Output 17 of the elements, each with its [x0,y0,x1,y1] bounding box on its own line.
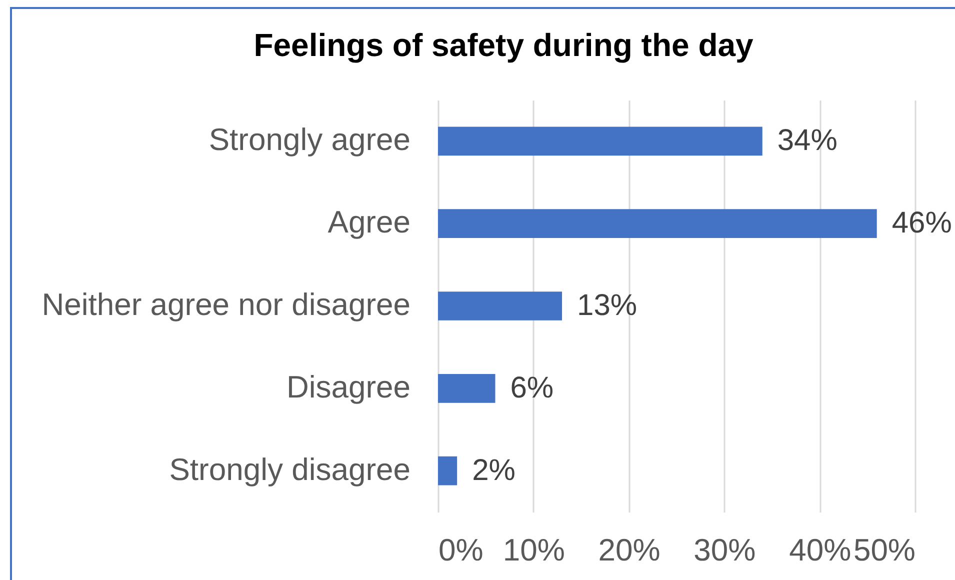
y-tick-label: Strongly agree [208,122,410,158]
data-label: 34% [777,124,838,158]
x-tick-label: 40% [789,532,852,568]
data-label: 13% [577,289,638,322]
x-tick-label: 50% [853,532,916,568]
data-label: 2% [472,454,516,487]
y-tick-label: Agree [328,204,410,240]
y-tick-label: Strongly disagree [169,452,410,487]
data-label: 6% [510,371,554,404]
x-tick-label: 20% [598,532,660,568]
y-tick-label: Neither agree nor disagree [42,287,410,322]
x-tick-label: 10% [502,532,565,568]
x-tick-label: 30% [694,532,756,568]
data-label: 46% [892,206,952,240]
x-tick-label: 0% [438,532,484,568]
y-tick-label: Disagree [286,369,410,404]
chart-title: Feelings of safety during the day [254,27,754,63]
